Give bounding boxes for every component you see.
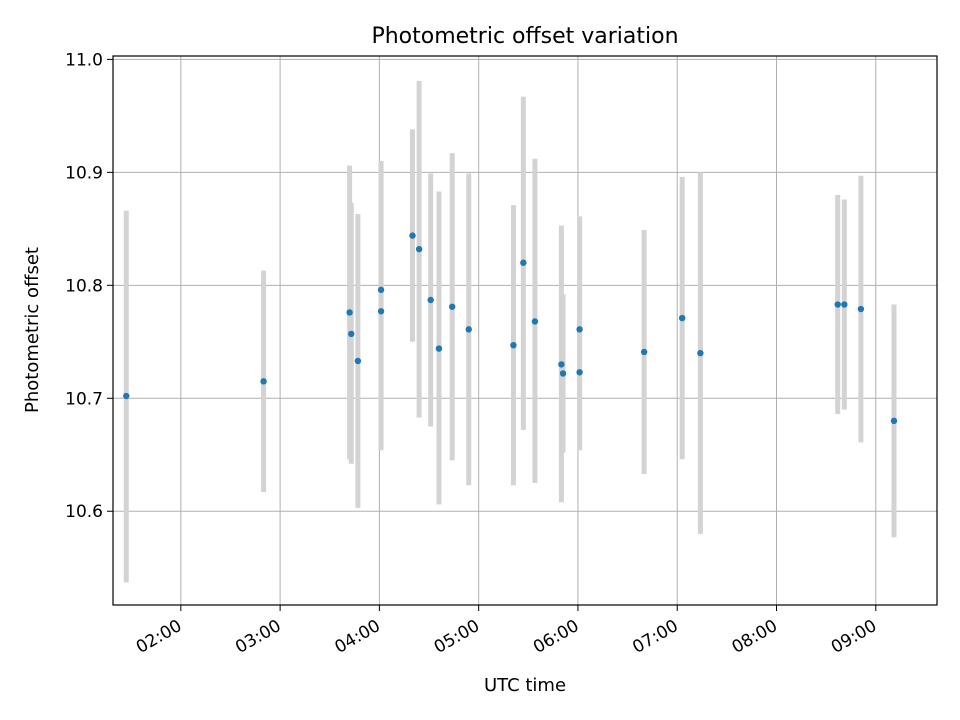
data-point xyxy=(123,392,130,400)
y-tick-label: 10.9 xyxy=(65,163,103,183)
data-point xyxy=(576,326,583,333)
data-point xyxy=(409,232,416,239)
data-point xyxy=(348,330,355,338)
data-point xyxy=(841,301,848,308)
data-point xyxy=(558,361,565,368)
data-point xyxy=(531,318,539,325)
y-axis: 10.6 10.7 10.8 10.9 11.0 xyxy=(65,50,113,522)
x-axis-label: UTC time xyxy=(484,675,566,696)
x-tick-label: 04:00 xyxy=(331,616,383,658)
data-point xyxy=(435,345,443,352)
y-tick-label: 10.6 xyxy=(65,502,103,522)
data-point xyxy=(640,348,648,356)
x-tick-label: 07:00 xyxy=(629,616,681,658)
y-tick-label: 10.8 xyxy=(65,276,103,296)
chart-title: Photometric offset variation xyxy=(371,24,678,49)
data-point xyxy=(415,245,423,253)
data-point xyxy=(559,370,567,377)
x-tick-label: 05:00 xyxy=(431,616,483,658)
plot-frame xyxy=(112,55,938,606)
data-point xyxy=(520,259,527,266)
data-point xyxy=(834,301,841,308)
x-tick-label: 02:00 xyxy=(133,616,185,658)
data-point xyxy=(510,341,517,349)
data-point xyxy=(697,349,704,357)
data-points xyxy=(123,232,898,425)
error-bars xyxy=(123,80,897,583)
y-axis-label: Photometric offset xyxy=(22,247,43,413)
data-point xyxy=(260,378,267,385)
y-tick-label: 10.7 xyxy=(65,389,103,409)
data-point xyxy=(448,303,456,310)
data-point xyxy=(354,357,362,365)
x-tick-label: 03:00 xyxy=(232,616,284,658)
data-point xyxy=(576,369,583,376)
data-point xyxy=(346,309,353,316)
x-tick-label: 08:00 xyxy=(729,616,781,658)
data-point xyxy=(465,326,472,333)
data-point xyxy=(890,417,898,425)
data-point xyxy=(857,305,865,313)
data-point xyxy=(678,314,686,322)
x-tick-label: 06:00 xyxy=(530,616,582,658)
x-axis: 02:00 03:00 04:00 05:00 06:00 07:00 08:00 09:00 xyxy=(133,605,880,658)
data-point xyxy=(377,286,385,294)
data-point xyxy=(427,296,434,304)
data-point xyxy=(377,308,385,315)
y-tick-label: 11.0 xyxy=(65,50,103,70)
x-tick-label: 09:00 xyxy=(828,616,880,658)
